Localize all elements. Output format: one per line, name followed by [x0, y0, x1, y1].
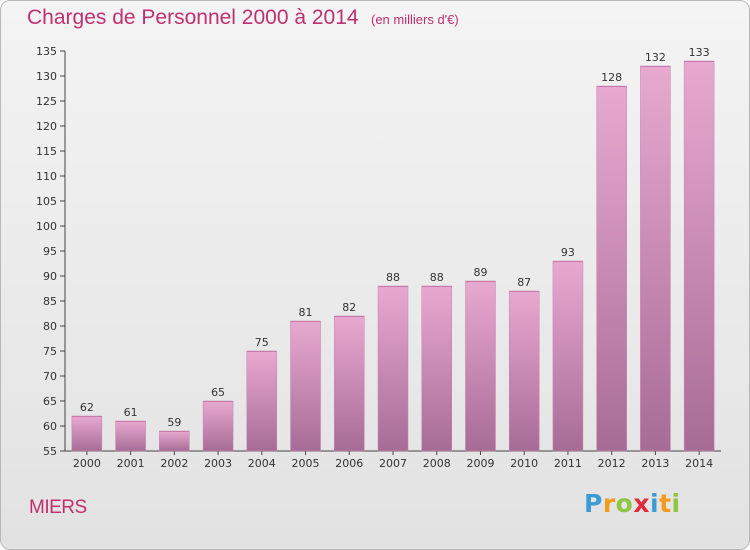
bar [202, 400, 234, 452]
x-tick-label: 2006 [335, 457, 363, 470]
labels: 62 2000 61 2001 59 2002 65 2003 75 2004 81 2005 82 20… [73, 46, 713, 470]
bar [465, 280, 496, 452]
x-tick-label: 2011 [554, 457, 582, 470]
bar [596, 85, 627, 452]
y-tick-label: 55 [43, 445, 57, 458]
x-tick-label: 2007 [379, 457, 407, 470]
bar-value-label: 93 [561, 246, 575, 259]
bar-value-label: 75 [255, 336, 269, 349]
x-tick-label: 2000 [73, 457, 101, 470]
logo-letter: r [602, 489, 616, 518]
x-tick-label: 2013 [641, 457, 669, 470]
y-tick-label: 85 [43, 295, 57, 308]
bar-value-label: 88 [430, 271, 444, 284]
bar-value-label: 132 [645, 51, 666, 64]
logo-letter: i [650, 489, 660, 518]
commune-name: MIERS [29, 497, 87, 518]
x-tick-label: 2008 [423, 457, 451, 470]
bar [508, 290, 540, 452]
bar [421, 285, 452, 452]
y-tick-label: 115 [36, 145, 57, 158]
bar-value-label: 128 [601, 71, 622, 84]
bar [290, 320, 321, 452]
chart-subtitle: (en milliers d'€) [371, 12, 459, 27]
bar [683, 60, 715, 452]
bar-value-label: 59 [167, 416, 181, 429]
y-tick-label: 135 [36, 45, 57, 58]
bar-value-label: 82 [342, 301, 356, 314]
y-tick-label: 90 [43, 270, 57, 283]
y-tick-label: 120 [36, 120, 57, 133]
x-tick-label: 2004 [248, 457, 276, 470]
bar-value-label: 87 [517, 276, 531, 289]
bar-value-label: 88 [386, 271, 400, 284]
logo-letter: o [615, 489, 634, 518]
bar [640, 65, 671, 452]
logo-letter: x [633, 489, 650, 518]
proxiti-logo: Proxiti [584, 489, 681, 518]
y-tick-label: 110 [36, 170, 57, 183]
logo-letter: i [671, 489, 681, 518]
x-tick-label: 2001 [117, 457, 145, 470]
bar-value-label: 81 [299, 306, 313, 319]
bar-value-label: 133 [689, 46, 710, 59]
bar-value-label: 65 [211, 386, 225, 399]
bar [334, 315, 365, 452]
y-tick-label: 70 [43, 370, 57, 383]
logo-letter: P [584, 489, 603, 518]
y-tick-label: 75 [43, 345, 57, 358]
bar [377, 285, 409, 452]
bar-value-label: 89 [473, 266, 487, 279]
x-tick-label: 2010 [510, 457, 538, 470]
bar [159, 430, 190, 452]
y-tick-label: 95 [43, 245, 57, 258]
bar [246, 350, 278, 452]
y-tick-label: 105 [36, 195, 57, 208]
bar [115, 420, 146, 452]
y-tick-label: 80 [43, 320, 57, 333]
y-tick-label: 130 [36, 70, 57, 83]
bars [71, 60, 715, 452]
bar [71, 415, 103, 452]
x-tick-label: 2009 [466, 457, 494, 470]
x-tick-label: 2014 [685, 457, 713, 470]
logo-letter: t [659, 489, 672, 518]
x-tick-label: 2005 [292, 457, 320, 470]
y-tick-label: 65 [43, 395, 57, 408]
x-tick-label: 2002 [160, 457, 188, 470]
y-tick-label: 125 [36, 95, 57, 108]
y-tick-label: 60 [43, 420, 57, 433]
bar-value-label: 62 [80, 401, 94, 414]
x-tick-label: 2012 [598, 457, 626, 470]
chart-title: Charges de Personnel 2000 à 2014 [27, 6, 359, 29]
bar [552, 260, 584, 452]
x-tick-label: 2003 [204, 457, 232, 470]
bar-value-label: 61 [124, 406, 138, 419]
y-tick-label: 100 [36, 220, 57, 233]
